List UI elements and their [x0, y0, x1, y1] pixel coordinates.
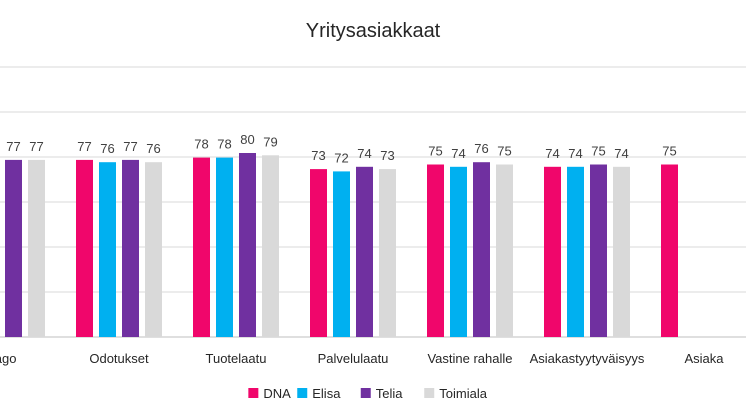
value-label: 75	[428, 144, 442, 159]
legend-label-toimiala: Toimiala	[439, 386, 487, 401]
bar-toimiala-3	[379, 169, 396, 337]
bar-elisa-1	[99, 162, 116, 337]
value-label: 78	[217, 137, 231, 152]
legend: DNA Elisa Telia Toimiala	[248, 386, 488, 401]
value-labels: 5777777767776787880797372747375747675747…	[6, 132, 676, 165]
value-label: 75	[591, 144, 605, 159]
legend-label-elisa: Elisa	[312, 386, 341, 401]
value-label: 79	[263, 134, 277, 149]
bar-toimiala-5	[613, 166, 630, 337]
value-label: 77	[29, 139, 43, 154]
value-label: 74	[568, 146, 582, 161]
value-label: 75	[662, 144, 676, 159]
bar-dna-5	[544, 166, 561, 337]
category-label: Vastine rahalle	[427, 351, 512, 366]
value-label: 77	[6, 139, 20, 154]
category-label: Palvelulaatu	[318, 351, 389, 366]
bar-telia-2	[239, 153, 256, 337]
bar-toimiala-2	[262, 155, 279, 337]
bars	[5, 153, 678, 337]
value-label: 77	[77, 139, 91, 154]
value-label: 74	[451, 146, 465, 161]
value-label: 74	[357, 146, 371, 161]
bar-elisa-3	[333, 171, 350, 337]
value-label: 74	[614, 146, 628, 161]
value-label: 74	[545, 146, 559, 161]
bar-telia-1	[122, 159, 139, 337]
legend-label-telia: Telia	[376, 386, 404, 401]
value-label: 76	[146, 141, 160, 156]
value-label: 73	[311, 148, 325, 163]
bar-elisa-2	[216, 157, 233, 337]
legend-swatch-dna	[248, 388, 259, 398]
value-label: 76	[100, 141, 114, 156]
value-label: 80	[240, 132, 254, 147]
bar-elisa-5	[567, 166, 584, 337]
category-label: Tuotelaatu	[206, 351, 267, 366]
bar-dna-1	[76, 159, 93, 337]
value-label: 73	[380, 148, 394, 163]
bar-telia-5	[590, 164, 607, 337]
bar-dna-4	[427, 164, 444, 337]
category-label: Odotukset	[89, 351, 149, 366]
chart-title: Yritysasiakkaat	[306, 20, 441, 42]
legend-swatch-telia	[360, 388, 371, 398]
bar-telia-3	[356, 166, 373, 337]
category-labels: nago Odotukset Tuotelaatu Palvelulaatu Vasti…	[0, 351, 724, 366]
value-label: 75	[497, 144, 511, 159]
bar-toimiala-1	[145, 162, 162, 337]
bar-dna-3	[310, 169, 327, 337]
bar-toimiala-0	[28, 159, 45, 337]
bar-dna-2	[193, 157, 210, 337]
category-label: Asiaka	[684, 351, 724, 366]
value-label: 78	[194, 137, 208, 152]
category-label: nago	[0, 351, 16, 366]
value-label: 76	[474, 141, 488, 156]
category-label: Asiakastyytyväisyys	[530, 351, 645, 366]
legend-swatch-toimiala	[424, 388, 435, 398]
bar-toimiala-4	[496, 164, 513, 337]
bar-dna-6	[661, 164, 678, 337]
bar-telia-4	[473, 162, 490, 337]
bar-telia-0	[5, 159, 22, 337]
legend-label-dna: DNA	[263, 386, 291, 401]
legend-swatch-elisa	[297, 388, 308, 398]
value-label: 77	[123, 139, 137, 154]
bar-elisa-4	[450, 166, 467, 337]
value-label: 72	[334, 150, 348, 165]
